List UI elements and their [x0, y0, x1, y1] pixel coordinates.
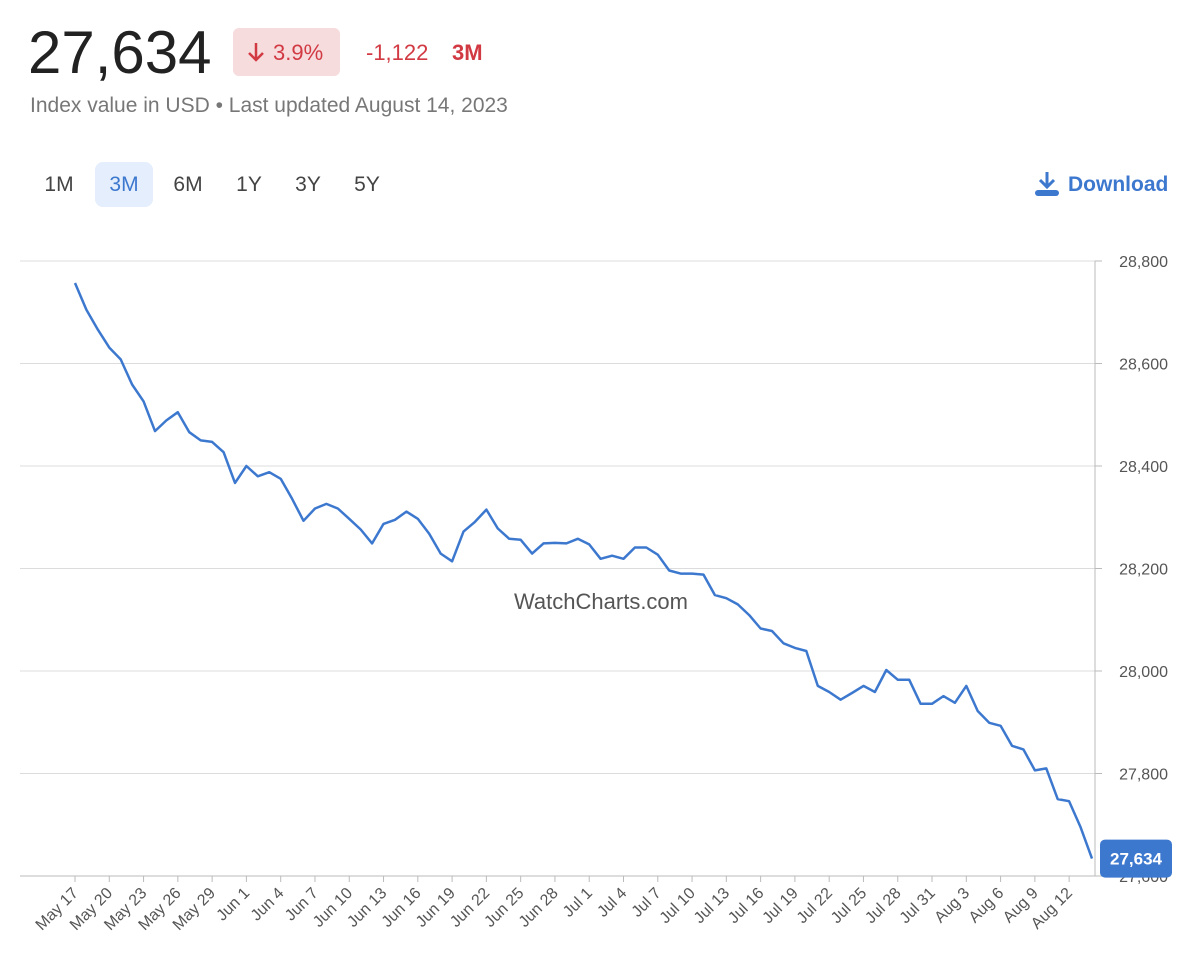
- x-tick-label: Aug 6: [966, 885, 1008, 927]
- end-label: 27,634: [1110, 850, 1163, 869]
- change-badge: 3.9%: [233, 28, 340, 76]
- x-tick-label: Jul 13: [691, 885, 733, 927]
- x-tick-label: Jul 4: [594, 885, 630, 921]
- y-tick-label: 28,600: [1119, 357, 1168, 374]
- price-line: [73, 282, 1094, 860]
- range-button[interactable]: 3M: [95, 162, 153, 207]
- price: 27,634: [28, 19, 212, 86]
- change-period: 3M: [452, 40, 483, 65]
- change-value: -1,122: [366, 40, 429, 65]
- download-button[interactable]: Download: [1068, 173, 1169, 196]
- watermark: WatchCharts.com: [514, 589, 688, 614]
- x-tick-label: Jul 25: [828, 885, 870, 927]
- range-button[interactable]: 6M: [173, 173, 203, 196]
- range-button[interactable]: 3Y: [295, 173, 321, 196]
- x-tick-label: Jul 16: [725, 885, 767, 927]
- range-button[interactable]: 1M: [44, 173, 74, 196]
- x-tick-label: Jul 10: [657, 885, 699, 927]
- x-tick-label: Jul 31: [897, 885, 939, 927]
- x-tick-label: Jul 1: [560, 885, 596, 921]
- y-tick-label: 28,200: [1119, 562, 1168, 579]
- x-tick-label: Jul 22: [794, 885, 836, 927]
- range-button[interactable]: 5Y: [354, 173, 380, 196]
- x-tick-label: Jun 28: [516, 885, 562, 931]
- x-tick-label: Jun 4: [248, 885, 288, 925]
- range-button[interactable]: 1Y: [236, 173, 262, 196]
- x-tick-label: Jul 19: [760, 885, 802, 927]
- x-tick-label: Jun 1: [214, 885, 254, 925]
- end-label-badge: [1100, 839, 1172, 878]
- y-tick-label: 27,800: [1119, 767, 1168, 784]
- download-icon[interactable]: [1033, 170, 1061, 198]
- x-tick-label: Jul 28: [862, 885, 904, 927]
- change-percent: 3.9%: [273, 40, 324, 65]
- y-tick-label: 28,400: [1119, 459, 1168, 476]
- subtitle: Index value in USD • Last updated August…: [30, 94, 508, 117]
- x-tick-label: Aug 3: [932, 885, 974, 927]
- y-tick-label: 28,000: [1119, 664, 1168, 681]
- y-tick-label: 28,800: [1119, 254, 1168, 271]
- down-arrow-icon: [248, 43, 264, 62]
